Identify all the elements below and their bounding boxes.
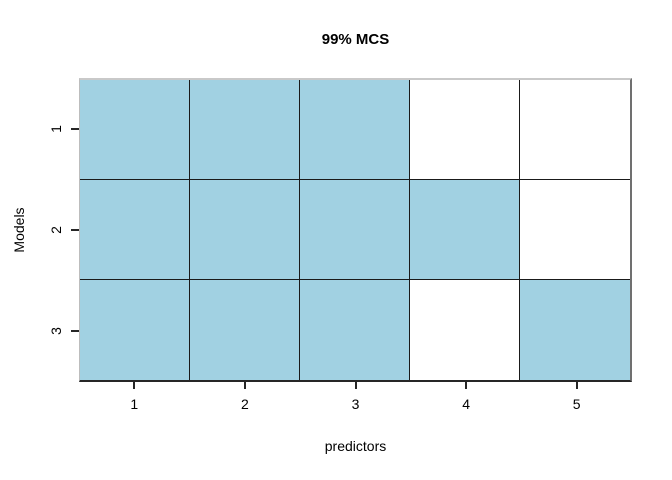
y-axis-label: Models <box>11 207 27 253</box>
x-axis-tick <box>133 382 136 389</box>
matrix-cell <box>80 180 190 280</box>
plot-area <box>79 78 632 382</box>
y-tick-label: 1 <box>48 124 64 133</box>
matrix-cell <box>300 80 410 180</box>
x-tick-label: 3 <box>351 396 360 412</box>
matrix-cell <box>520 180 630 280</box>
matrix-cell <box>410 80 520 180</box>
y-axis-tick <box>71 229 79 231</box>
x-axis-label: predictors <box>324 438 387 454</box>
y-tick-label: 3 <box>48 327 64 336</box>
x-tick-label: 5 <box>572 396 581 412</box>
x-axis-tick <box>243 382 246 389</box>
heatmap-grid <box>80 80 630 380</box>
matrix-cell <box>300 180 410 280</box>
matrix-cell <box>520 280 630 380</box>
y-axis-tick <box>71 330 79 333</box>
matrix-cell <box>190 180 300 280</box>
x-axis-tick <box>354 382 357 389</box>
x-tick-label: 1 <box>130 396 139 412</box>
matrix-cell <box>80 80 190 180</box>
matrix-cell <box>190 280 300 380</box>
x-tick-label: 2 <box>240 396 249 412</box>
y-axis-tick <box>71 127 79 130</box>
x-tick-label: 4 <box>462 396 470 412</box>
matrix-cell <box>300 280 410 380</box>
matrix-cell <box>520 80 630 180</box>
y-tick-label: 2 <box>48 226 64 234</box>
matrix-cell <box>410 280 520 380</box>
x-axis-tick <box>575 382 578 389</box>
x-axis-tick <box>465 382 468 389</box>
matrix-cell <box>190 80 300 180</box>
matrix-cell <box>410 180 520 280</box>
chart-title: 99% MCS <box>321 31 390 48</box>
matrix-cell <box>80 280 190 380</box>
